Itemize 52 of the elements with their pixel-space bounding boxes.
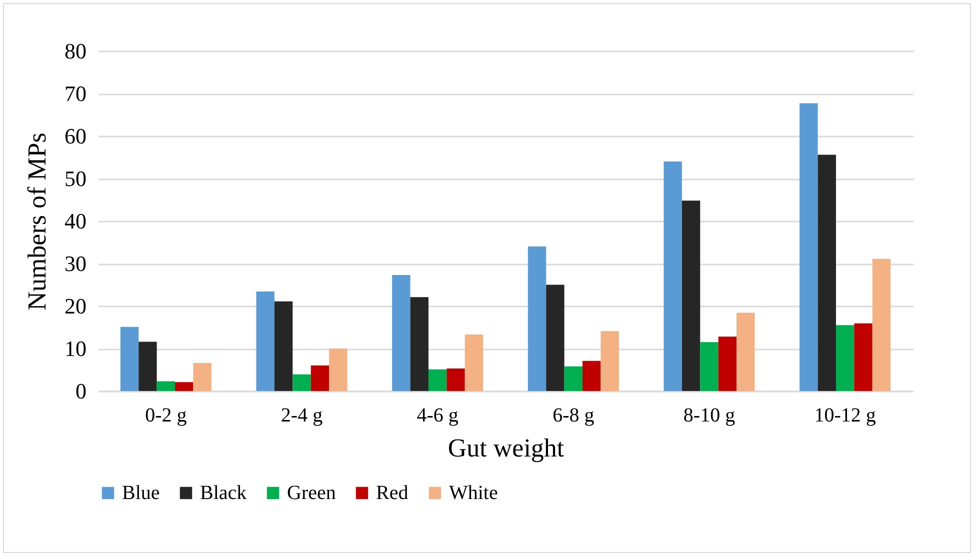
bar <box>410 297 428 391</box>
bar <box>156 381 176 391</box>
y-axis-title: Numbers of MPs <box>22 132 52 310</box>
legend-label: Blue <box>122 482 160 504</box>
legend-label: Red <box>376 482 408 504</box>
x-tick-label: 10-12 g <box>814 404 876 426</box>
bar <box>582 360 601 391</box>
x-tick-label: 4-6 g <box>416 404 458 426</box>
bar <box>546 284 564 391</box>
bar <box>682 200 700 391</box>
y-tick-label: 20 <box>64 294 86 318</box>
y-tick-label: 30 <box>64 251 86 276</box>
bar <box>193 362 212 391</box>
x-tick-label: 2-4 g <box>280 404 323 426</box>
x-axis-title: Gut weight <box>448 434 565 462</box>
bar <box>836 325 854 391</box>
y-tick-label: 80 <box>64 38 86 64</box>
bar <box>664 162 682 391</box>
legend-label: White <box>449 482 498 504</box>
y-tick-label: 50 <box>64 166 86 191</box>
x-tick-label: 8-10 g <box>683 404 736 426</box>
bar <box>818 154 836 391</box>
bar <box>120 326 139 391</box>
legend-label: Black <box>200 482 247 504</box>
bar <box>872 258 891 391</box>
bar <box>392 274 410 391</box>
y-tick-label: 60 <box>64 124 86 148</box>
x-tick-label: 0-2 g <box>145 404 187 426</box>
bar <box>292 374 311 391</box>
bar <box>736 312 755 391</box>
y-tick-label: 0 <box>76 378 86 404</box>
bar <box>256 292 274 391</box>
bar <box>800 103 818 391</box>
bar <box>600 331 619 391</box>
bar <box>428 369 447 391</box>
bar <box>274 301 293 391</box>
bar <box>718 336 737 391</box>
y-tick-label: 70 <box>64 81 86 106</box>
y-tick-label: 40 <box>64 208 86 234</box>
bar <box>464 334 484 391</box>
legend-label: Green <box>287 482 336 504</box>
bar <box>528 246 546 391</box>
bar <box>175 382 194 391</box>
bar <box>854 323 872 391</box>
bar <box>329 348 348 391</box>
bar <box>564 366 583 391</box>
bar <box>446 368 465 391</box>
bar <box>138 342 157 391</box>
y-tick-label: 10 <box>64 336 86 361</box>
x-tick-label: 6-8 g <box>552 404 594 426</box>
bar <box>310 366 330 391</box>
bar <box>700 342 718 391</box>
